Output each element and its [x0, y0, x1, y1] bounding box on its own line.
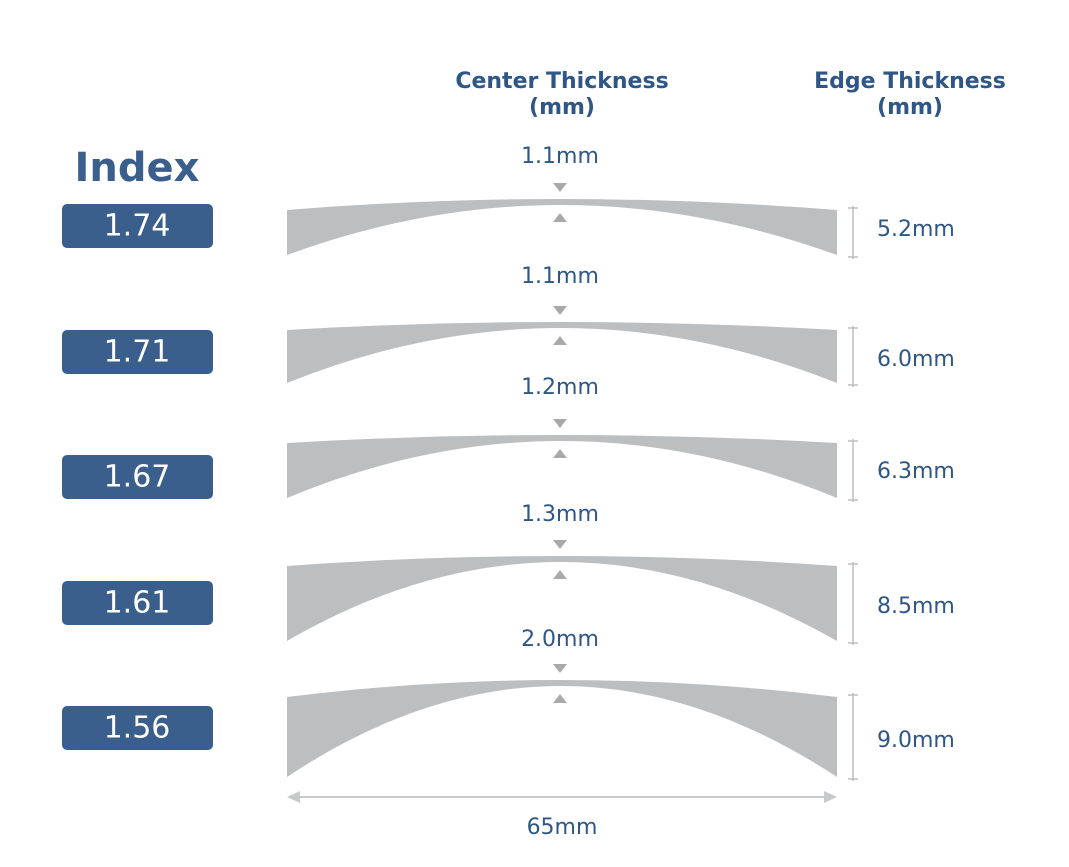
edge-label: 5.2mm	[877, 217, 955, 242]
index-label: 1.74	[104, 209, 171, 244]
lens	[287, 199, 837, 255]
lens	[287, 556, 837, 641]
center-label: 1.3mm	[521, 502, 599, 527]
index-box	[62, 330, 213, 374]
center-arrow-up	[553, 449, 567, 458]
edge-header: Edge Thickness	[814, 69, 1006, 94]
edge-label: 8.5mm	[877, 594, 955, 619]
index-label: 1.71	[104, 335, 171, 370]
center-arrow-down	[553, 664, 567, 673]
index-label: 1.56	[104, 711, 171, 746]
index-box	[62, 455, 213, 499]
width-arrow	[287, 791, 837, 803]
center-label: 1.1mm	[521, 264, 599, 289]
edge-label: 6.3mm	[877, 459, 955, 484]
edge-label: 6.0mm	[877, 347, 955, 372]
lens	[287, 680, 837, 777]
center-arrow-down	[553, 540, 567, 549]
center-label: 2.0mm	[521, 627, 599, 652]
index-title: Index	[75, 145, 200, 191]
center-header-unit: (mm)	[529, 95, 595, 120]
index-label: 1.67	[104, 460, 171, 495]
center-label: 1.2mm	[521, 375, 599, 400]
edge-header-unit: (mm)	[877, 95, 943, 120]
index-box	[62, 706, 213, 750]
index-label: 1.61	[104, 586, 171, 621]
center-label: 1.1mm	[521, 144, 599, 169]
lens	[287, 435, 837, 498]
index-box	[62, 581, 213, 625]
width-label: 65mm	[527, 815, 598, 840]
center-arrow-down	[553, 183, 567, 192]
lens	[287, 322, 837, 383]
edge-label: 9.0mm	[877, 728, 955, 753]
index-box	[62, 204, 213, 248]
center-arrow-down	[553, 306, 567, 315]
center-arrow-up	[553, 336, 567, 345]
center-arrow-up	[553, 694, 567, 703]
center-arrow-up	[553, 570, 567, 579]
center-arrow-down	[553, 419, 567, 428]
center-header: Center Thickness	[455, 69, 668, 94]
center-arrow-up	[553, 213, 567, 222]
